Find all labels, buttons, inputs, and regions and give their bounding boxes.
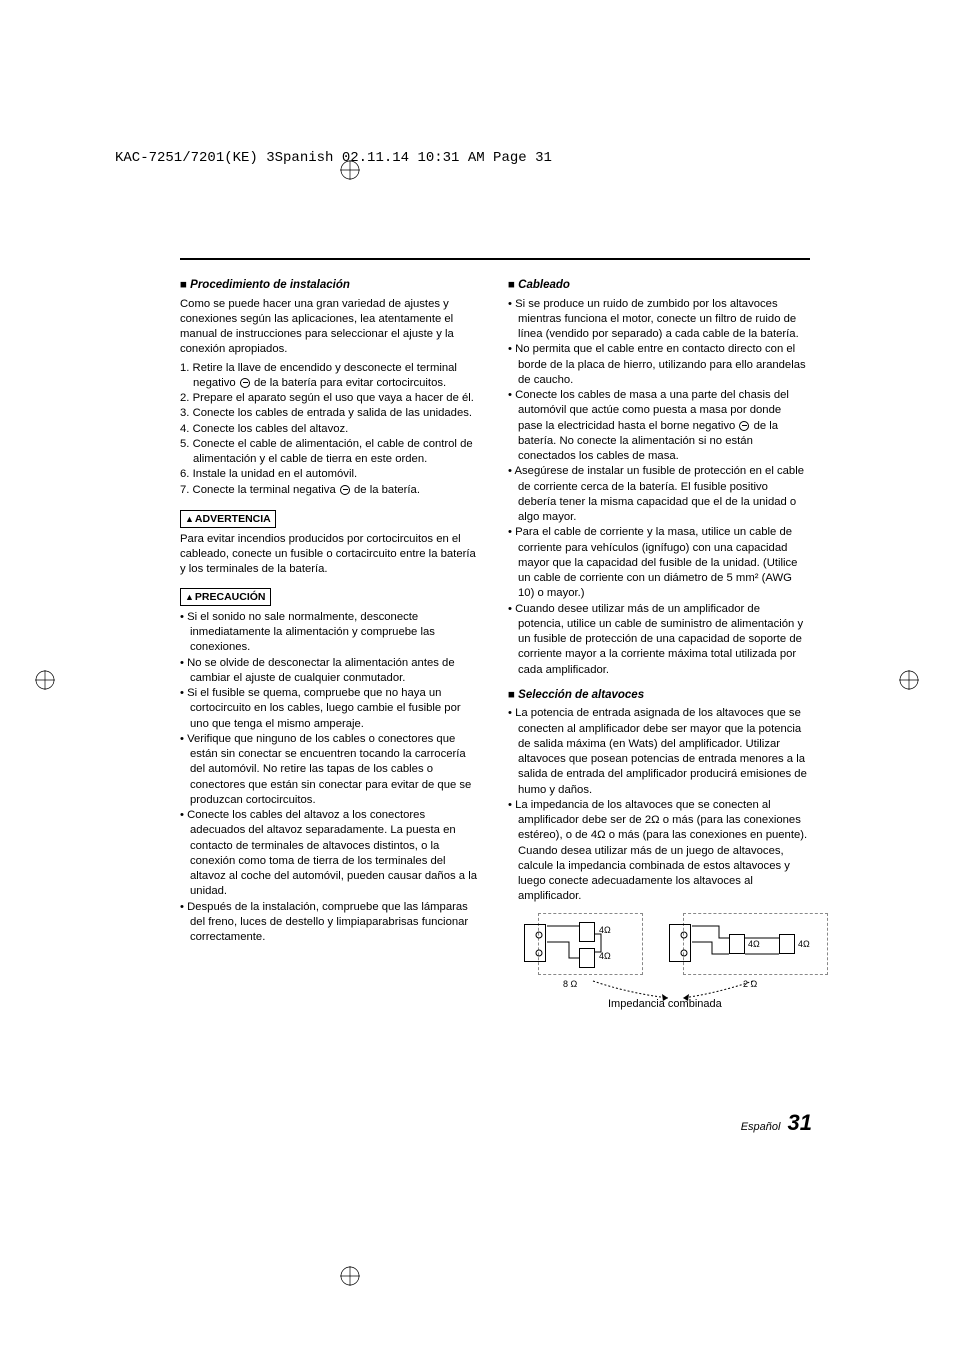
page-divider	[180, 258, 810, 260]
speakers-item: La potencia de entrada asignada de los a…	[508, 706, 808, 798]
crop-mark-top	[340, 160, 360, 180]
diagram-series: 4Ω 4Ω	[538, 913, 643, 975]
caution-item: Verifique que ninguno de los cables o co…	[180, 732, 480, 808]
step-5: 5. Conecte el cable de alimentación, el …	[180, 437, 480, 468]
crop-mark-left	[35, 670, 55, 690]
crop-mark-right	[899, 670, 919, 690]
minus-icon	[240, 378, 250, 388]
diagram-caption: Impedancia combinada	[608, 997, 722, 1012]
section-title-cabling: Cableado	[508, 278, 808, 294]
speaker-icon	[579, 948, 595, 968]
speaker-label: 4Ω	[599, 924, 611, 936]
crop-mark-bottom	[340, 1266, 360, 1286]
impedance-diagram: 4Ω 4Ω 8 Ω 4Ω 4Ω 2 Ω	[508, 913, 808, 1008]
cabling-item: Asegúrese de instalar un fusible de prot…	[508, 464, 808, 525]
step-1: 1. Retire la llave de encendido y descon…	[180, 361, 480, 392]
cabling-item: Si se produce un ruido de zumbido por lo…	[508, 297, 808, 343]
section-title-speakers: Selección de altavoces	[508, 688, 808, 704]
diagram-parallel: 4Ω 4Ω	[683, 913, 828, 975]
section-title-installation: Procedimiento de instalación	[180, 278, 480, 294]
speakers-list: La potencia de entrada asignada de los a…	[508, 706, 808, 904]
speaker-icon	[779, 934, 795, 954]
caution-label: PRECAUCIÓN	[180, 588, 271, 606]
speaker-label: 4Ω	[798, 938, 810, 950]
step-3: 3. Conecte los cables de entrada y salid…	[180, 406, 480, 421]
minus-icon	[739, 421, 749, 431]
speaker-icon	[579, 922, 595, 942]
amp-icon	[524, 924, 546, 962]
cabling-item: Para el cable de corriente y la masa, ut…	[508, 525, 808, 601]
step-2: 2. Prepare el aparato según el uso que v…	[180, 391, 480, 406]
impedance-left: 8 Ω	[563, 978, 577, 990]
page-footer: Español 31	[741, 1110, 812, 1136]
step-4: 4. Conecte los cables del altavoz.	[180, 422, 480, 437]
footer-page-number: 31	[788, 1110, 812, 1135]
cabling-item: No permita que el cable entre en contact…	[508, 342, 808, 388]
right-column: Cableado Si se produce un ruido de zumbi…	[508, 278, 808, 1008]
step-6: 6. Instale la unidad en el automóvil.	[180, 467, 480, 482]
speaker-label: 4Ω	[748, 938, 760, 950]
footer-language: Español	[741, 1121, 781, 1133]
installation-steps: 1. Retire la llave de encendido y descon…	[180, 361, 480, 498]
warning-text: Para evitar incendios producidos por cor…	[180, 532, 480, 578]
print-header: KAC-7251/7201(KE) 3Spanish 02.11.14 10:3…	[115, 150, 552, 166]
caution-item: No se olvide de desconectar la alimentac…	[180, 656, 480, 687]
installation-intro: Como se puede hacer una gran variedad de…	[180, 297, 480, 358]
warning-label: ADVERTENCIA	[180, 510, 276, 528]
caution-item: Si el fusible se quema, compruebe que no…	[180, 686, 480, 732]
cabling-list: Si se produce un ruido de zumbido por lo…	[508, 297, 808, 678]
cabling-item: Conecte los cables de masa a una parte d…	[508, 388, 808, 464]
left-column: Procedimiento de instalación Como se pue…	[180, 278, 480, 1008]
cabling-item: Cuando desee utilizar más de un amplific…	[508, 602, 808, 678]
speakers-item: La impedancia de los altavoces que se co…	[508, 798, 808, 905]
minus-icon	[340, 485, 350, 495]
caution-item: Si el sonido no sale normalmente, descon…	[180, 610, 480, 656]
caution-item: Conecte los cables del altavoz a los con…	[180, 808, 480, 900]
step-7: 7. Conecte la terminal negativa de la ba…	[180, 483, 480, 498]
caution-item: Después de la instalación, compruebe que…	[180, 900, 480, 946]
speaker-label: 4Ω	[599, 950, 611, 962]
amp-icon	[669, 924, 691, 962]
main-content: Procedimiento de instalación Como se pue…	[180, 278, 810, 1008]
impedance-right: 2 Ω	[743, 978, 757, 990]
speaker-icon	[729, 934, 745, 954]
caution-list: Si el sonido no sale normalmente, descon…	[180, 610, 480, 946]
